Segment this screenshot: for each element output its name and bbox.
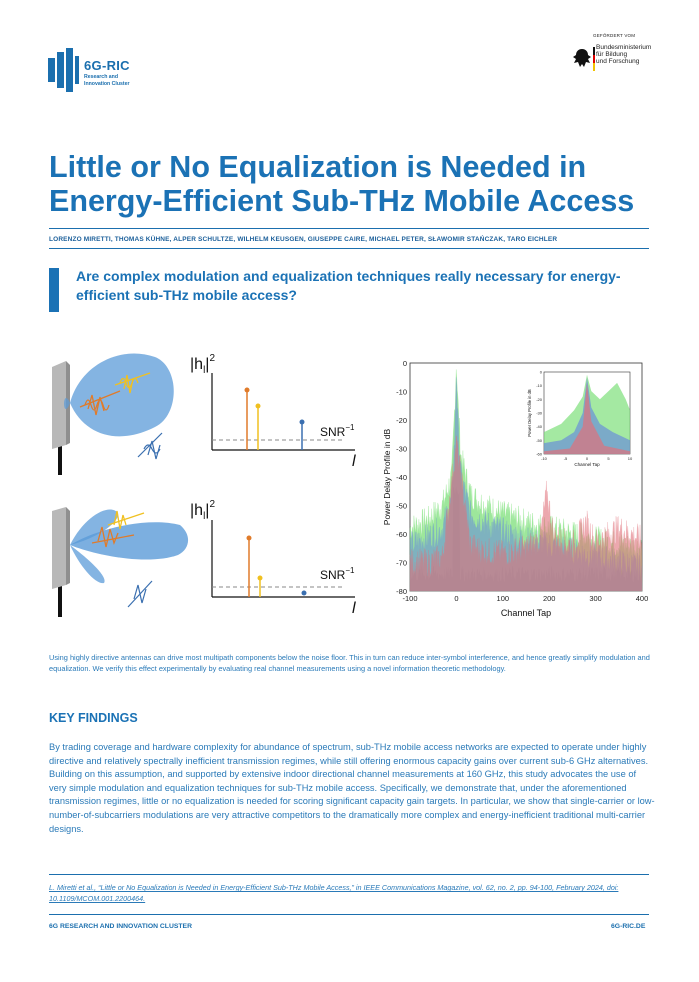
series-group [409, 369, 643, 592]
wave-blue-top [137, 432, 163, 460]
inset-y-tick-0: 0 [540, 370, 543, 375]
y-tick--50: -50 [396, 502, 407, 511]
inset-y-tick--30: -30 [536, 411, 543, 416]
logo-sub-1: Research and [84, 74, 119, 80]
inset-y-tick--50: -50 [536, 438, 543, 443]
sponsor-label: GEFÖRDERT VOM [593, 33, 636, 38]
wave-blue-bottom [127, 580, 153, 608]
citation[interactable]: L. Miretti et al., “Little or No Equaliz… [49, 883, 655, 904]
footer-url[interactable]: 6G-RIC.DE [611, 923, 646, 930]
wave-orange-bottom [91, 526, 135, 548]
reference-divider [49, 874, 649, 875]
antenna-bottom [52, 507, 70, 617]
inset-y-tick--10: -10 [536, 383, 543, 388]
wave-yellow-bottom [107, 510, 145, 530]
sponsor-line-3: und Forschung [596, 58, 640, 65]
research-question: Are complex modulation and equalization … [76, 268, 621, 303]
footer-org: 6G RESEARCH AND INNOVATION CLUSTER [49, 923, 192, 930]
svg-text:l: l [352, 600, 356, 617]
svg-text:SNR−1: SNR−1 [320, 566, 355, 582]
y-tick--10: -10 [396, 388, 407, 397]
inset-y-tick--20: -20 [536, 397, 543, 402]
x-tick-300: 300 [589, 594, 602, 603]
y-tick--80: -80 [396, 587, 407, 596]
x-tick-200: 200 [543, 594, 556, 603]
inset-x-tick--5: -5 [564, 456, 568, 461]
x-tick-400: 400 [636, 594, 649, 603]
inset-y-label: Power Delay Profile in dB [527, 389, 532, 437]
citation-link[interactable]: L. Miretti et al., “Little or No Equaliz… [49, 883, 619, 903]
logo-sub-2: Innovation Cluster [84, 81, 130, 87]
footer-divider [49, 914, 649, 915]
wave-yellow-top [114, 372, 151, 394]
inset-x-tick--10: -10 [541, 456, 548, 461]
question-accent-bar [49, 268, 59, 312]
y-tick-0: 0 [403, 359, 407, 368]
inset-x-label: Channel Tap [574, 462, 600, 467]
sponsor-line-1: Bundesministerium [596, 44, 652, 51]
inset-x-tick-10: 10 [628, 456, 633, 461]
illustration-figure: |hl|2 SNR−1 l |hl|2 SNR−1 l [52, 353, 356, 617]
key-findings-heading: KEY FINDINGS [49, 711, 138, 725]
x-tick--100: -100 [402, 594, 417, 603]
eagle-icon [573, 49, 591, 67]
inset-x-tick-5: 5 [607, 456, 610, 461]
y-tick--60: -60 [396, 530, 407, 539]
inset-plot: 0-10-20-30-40-50-60 -10 -5 0 5 10 Channel Ta… [527, 370, 633, 468]
y-tick--70: -70 [396, 559, 407, 568]
logo-mark-icon [48, 48, 79, 92]
tap-plot-top: |hl|2 SNR−1 l [190, 353, 356, 470]
inset-series-2 [544, 382, 630, 454]
sponsor-line-2: für Bildung [596, 51, 628, 58]
logo-wordmark: 6G-RIC Research and Innovation Cluster [84, 58, 130, 87]
bmbf-sponsor: GEFÖRDERT VOM Bundesministerium für Bild… [568, 33, 653, 71]
inset-x-tick-0: 0 [586, 456, 589, 461]
author-divider [49, 248, 649, 249]
y-tick-labels: 0 -10 -20 -30 -40 -50 -60 -70 -80 [396, 359, 407, 596]
beam-bottom-lobe-1 [70, 509, 119, 545]
x-tick-100: 100 [497, 594, 510, 603]
svg-text:l: l [352, 453, 356, 470]
antenna-top [52, 361, 70, 475]
author-list: LORENZO MIRETTI, THOMAS KÜHNE, ALPER SCH… [49, 236, 558, 243]
6g-ric-logo [48, 48, 80, 96]
title-divider [49, 228, 649, 229]
x-tick-0: 0 [454, 594, 458, 603]
beam-bottom-main [70, 522, 189, 560]
logo-name: 6G-RIC [84, 58, 130, 73]
y-tick--40: -40 [396, 473, 407, 482]
svg-text:|hl|2: |hl|2 [190, 499, 215, 522]
flag-gold [593, 63, 595, 71]
inset-y-tick--40: -40 [536, 424, 543, 429]
beam-top-lobe [64, 398, 70, 409]
x-axis-label: Channel Tap [501, 608, 551, 618]
svg-text:SNR−1: SNR−1 [320, 423, 355, 439]
pdp-chart: 0-10-20-30-40-50-60-70-80 -100 0 100 200 300… [382, 359, 648, 618]
wave-orange-top [79, 390, 121, 416]
inset-y-tick--60: -60 [536, 452, 543, 457]
key-findings-body: By trading coverage and hardware complex… [49, 742, 655, 834]
y-tick--20: -20 [396, 416, 407, 425]
y-tick--30: -30 [396, 445, 407, 454]
flag-black [593, 47, 595, 55]
tap-plot-bottom: |hl|2 SNR−1 l [190, 499, 356, 617]
flag-red [593, 55, 595, 63]
beam-top [70, 353, 174, 437]
figure-caption: Using highly directive antennas can driv… [49, 653, 650, 673]
page-title: Little or No Equalization is Needed in E… [49, 150, 659, 218]
title-line-2: Energy-Efficient Sub-THz Mobile Access [49, 184, 635, 218]
svg-text:|hl|2: |hl|2 [190, 353, 215, 376]
beam-bottom-lobe-2 [70, 545, 105, 584]
x-tick-labels: -100 0 100 200 300 400 [402, 594, 648, 603]
y-axis-label: Power Delay Profile in dB [382, 428, 392, 525]
series-red [409, 435, 643, 592]
title-line-1: Little or No Equalization is Needed in [49, 150, 587, 184]
